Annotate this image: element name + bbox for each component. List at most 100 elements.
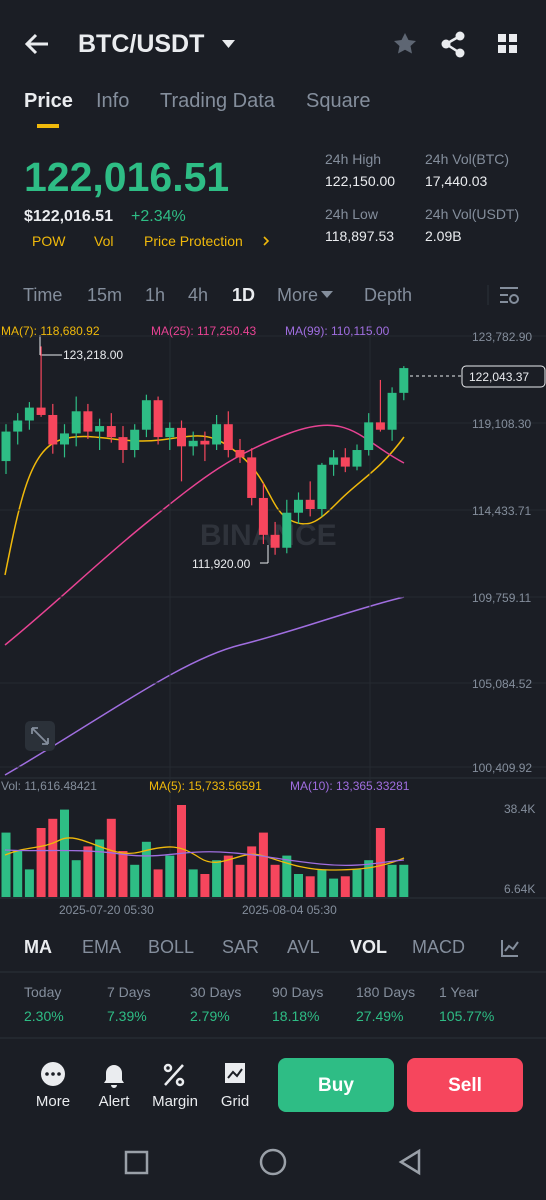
volume-bar xyxy=(118,851,128,897)
buy-button[interactable] xyxy=(278,1058,394,1112)
candle-body xyxy=(141,400,151,430)
price-axis-label: 114,433.71 xyxy=(472,504,531,518)
indicator[interactable]: MACD xyxy=(412,937,465,957)
tab[interactable]: Price xyxy=(24,90,73,112)
volume-bar xyxy=(387,864,397,897)
action-label[interactable]: Grid xyxy=(220,1093,250,1110)
period-value: 2.79% xyxy=(190,1008,230,1024)
period-label: 30 Days xyxy=(190,984,242,1000)
candle-body xyxy=(364,422,374,451)
volume-bar xyxy=(294,874,303,897)
pair-title[interactable]: BTC/USDT xyxy=(78,30,205,58)
candle-body xyxy=(375,422,385,430)
price-axis-label: 119,108.30 xyxy=(472,417,531,431)
interval[interactable]: 1D xyxy=(232,285,256,305)
interval[interactable]: 15m xyxy=(87,285,123,305)
stat-value: 2.09B xyxy=(425,228,462,244)
indicator[interactable]: BOLL xyxy=(148,937,195,957)
tab[interactable]: Trading Data xyxy=(160,90,275,112)
last-price: 122,016.51 xyxy=(24,154,230,200)
candle-body xyxy=(36,407,46,415)
back-icon[interactable] xyxy=(24,33,48,55)
volume-bar xyxy=(329,878,339,897)
volume-bar xyxy=(71,860,81,897)
volume-bar xyxy=(258,832,268,897)
grid-icon[interactable] xyxy=(225,1063,245,1083)
period-label: 90 Days xyxy=(272,984,324,1000)
interval[interactable]: Depth xyxy=(364,285,413,305)
nav-home[interactable] xyxy=(259,1148,287,1176)
candle-body xyxy=(247,457,257,498)
tab[interactable]: Info xyxy=(96,90,130,112)
interval[interactable]: 4h xyxy=(188,285,209,305)
stat-value: 17,440.03 xyxy=(425,173,488,189)
action-label[interactable]: More xyxy=(35,1093,71,1110)
volume-bar xyxy=(282,855,292,897)
action-label[interactable]: Margin xyxy=(152,1093,198,1110)
nav-recent[interactable] xyxy=(124,1150,149,1175)
price-axis-label: 123,782.90 xyxy=(472,330,532,344)
indicator[interactable]: MA xyxy=(24,937,52,957)
volume-bar xyxy=(212,860,222,897)
candle-body xyxy=(95,426,105,432)
settings-icon[interactable] xyxy=(500,287,519,304)
candle-body xyxy=(48,414,58,445)
candle-body xyxy=(165,427,175,438)
interval[interactable]: More xyxy=(277,285,319,305)
interval[interactable]: 1h xyxy=(145,285,166,305)
indicator[interactable]: VOL xyxy=(350,937,388,957)
stat-value: 118,897.53 xyxy=(325,228,395,244)
tab[interactable]: Square xyxy=(306,90,371,112)
chevron xyxy=(263,236,270,246)
volume-bar xyxy=(1,832,11,897)
ma25-line xyxy=(4,424,405,646)
volume-legend: MA(10): 13,365.33281 xyxy=(290,779,410,793)
period-label: 1 Year xyxy=(439,984,479,1000)
candle-body xyxy=(188,440,198,447)
candle-body xyxy=(317,464,327,510)
alert-icon[interactable] xyxy=(104,1065,124,1088)
volume-bar xyxy=(200,874,210,897)
tab-indicator xyxy=(37,124,59,128)
indicator[interactable]: SAR xyxy=(222,937,260,957)
volume-bar xyxy=(317,869,327,897)
volume-bar xyxy=(106,818,116,897)
action-label[interactable]: Alert xyxy=(98,1093,130,1110)
candle-body xyxy=(13,420,23,432)
period-label: Today xyxy=(24,984,62,1000)
candle-body xyxy=(294,499,303,513)
interval[interactable]: Time xyxy=(23,285,63,305)
tag: POW xyxy=(32,233,66,249)
nav-back[interactable] xyxy=(398,1148,421,1176)
candle-body xyxy=(24,407,34,421)
ma-legend: MA(7): 118,680.92 xyxy=(1,324,100,338)
candle-body xyxy=(71,411,81,434)
candle-body xyxy=(235,450,245,458)
tag[interactable]: Price Protection xyxy=(144,233,243,249)
button-label[interactable]: Buy xyxy=(318,1075,354,1096)
margin-icon[interactable] xyxy=(163,1063,185,1087)
volume-axis-label: 6.64K xyxy=(504,882,535,896)
indicator-settings-icon[interactable] xyxy=(501,940,519,957)
more-icon[interactable] xyxy=(41,1062,65,1086)
volume-bar xyxy=(223,855,233,897)
stat-label: 24h Vol(USDT) xyxy=(425,206,520,222)
more-caret xyxy=(321,291,333,298)
low-label: 111,920.00 xyxy=(192,557,251,571)
star-icon[interactable] xyxy=(394,33,416,54)
expand-icon xyxy=(31,727,49,745)
sell-button[interactable] xyxy=(407,1058,523,1112)
last-price-label: 122,043.37 xyxy=(469,370,529,384)
layout-icon[interactable] xyxy=(498,34,517,53)
stat-label: 24h Low xyxy=(325,206,378,222)
volume-bar xyxy=(48,818,58,897)
indicator[interactable]: AVL xyxy=(287,937,320,957)
candle-body xyxy=(329,457,339,465)
stat-label: 24h High xyxy=(325,151,382,167)
button-label[interactable]: Sell xyxy=(448,1075,482,1096)
dropdown-icon[interactable] xyxy=(222,40,235,48)
fiat-price: $122,016.51 xyxy=(24,208,113,225)
share-icon[interactable] xyxy=(441,31,465,58)
indicator[interactable]: EMA xyxy=(82,937,122,957)
volume-bar xyxy=(36,828,46,897)
